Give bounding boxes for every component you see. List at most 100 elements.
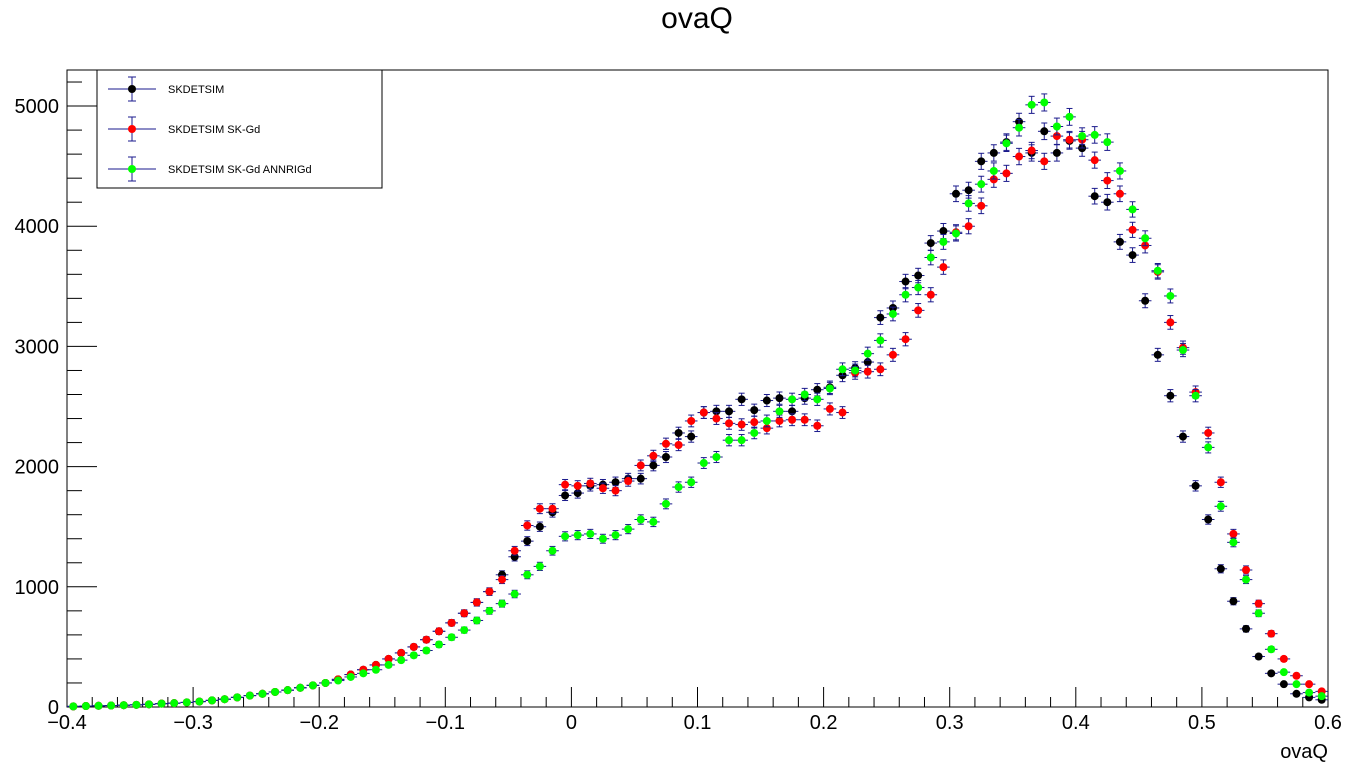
point-marker [271,687,280,696]
data-point [508,545,521,556]
data-point [1214,564,1228,574]
point-marker [1103,176,1112,185]
point-marker [157,699,166,708]
point-marker [674,428,683,437]
point-marker [535,504,544,513]
data-point [1264,645,1278,654]
data-point [1037,93,1051,112]
data-point [785,413,799,427]
data-point [167,699,181,708]
point-marker [750,428,759,437]
point-marker [661,453,670,462]
data-point [937,222,950,240]
point-marker [1040,127,1049,136]
point-marker [1292,680,1301,689]
data-point [874,362,887,377]
point-marker [1204,428,1213,437]
data-point [974,175,988,193]
data-point [760,414,774,428]
point-marker [699,459,708,468]
point-marker [1128,251,1137,260]
point-marker [901,277,910,286]
data-point [974,152,988,170]
point-marker [687,432,696,441]
point-marker [737,395,746,404]
point-marker [649,451,658,460]
point-marker [725,419,734,428]
data-point [1302,680,1316,689]
data-point [810,392,824,406]
point-marker [498,575,507,584]
point-marker [876,313,885,322]
point-marker [636,474,645,483]
data-point [420,646,433,655]
point-marker [460,626,469,635]
point-marker [1027,146,1036,155]
point-marker [1115,237,1124,246]
point-marker [977,157,986,166]
point-marker [144,700,153,709]
data-point [848,363,862,378]
data-point [911,267,925,284]
data-point [520,520,534,531]
point-marker [926,253,935,262]
point-marker [952,229,961,238]
point-marker [624,477,633,486]
data-point [697,457,711,469]
point-marker [94,701,103,710]
point-marker [712,453,721,462]
data-point [747,426,761,440]
point-marker [762,396,771,405]
point-marker [977,201,986,210]
x-tick-label: 0.1 [684,712,712,734]
point-marker [1229,529,1238,538]
data-point [1101,172,1114,190]
data-point [571,530,585,541]
data-point [596,533,610,544]
series-3 [67,93,1328,711]
point-marker [472,616,481,625]
point-marker [397,656,406,665]
data-point [874,333,887,348]
data-point [937,259,950,275]
data-point [710,450,723,464]
data-point [117,701,131,710]
point-marker [1166,391,1175,400]
data-point [1239,624,1253,633]
point-marker [788,415,797,424]
data-point [1000,164,1013,182]
data-point [546,503,559,515]
data-point [1113,233,1127,250]
point-marker [1040,98,1049,107]
legend-marker [128,125,136,133]
data-point [1113,185,1127,203]
point-marker [636,461,645,470]
data-point [886,347,900,362]
point-marker [1128,225,1137,234]
data-point [407,642,421,651]
data-point [823,381,837,396]
point-marker [371,665,380,674]
data-point [1302,688,1316,697]
point-marker [1078,132,1087,141]
point-marker [977,180,986,189]
point-marker [964,186,973,195]
point-marker [258,689,267,698]
point-marker [220,695,229,704]
legend-label: SKDETSIM SK-Gd ANNRIGd [168,164,312,176]
point-marker [636,515,645,524]
data-point [193,697,206,706]
data-point [962,218,975,235]
point-marker [1052,132,1061,141]
chart-title: ovaQ [661,2,733,35]
point-marker [598,484,607,493]
point-marker [1267,629,1276,638]
data-point [470,598,484,607]
data-point [281,686,294,695]
legend-entry-2: SKDETSIM SK-Gd [108,116,260,142]
point-marker [1254,609,1263,618]
point-marker [283,686,292,695]
data-point [1277,668,1291,677]
data-point [1025,141,1038,160]
data-point [647,449,660,462]
